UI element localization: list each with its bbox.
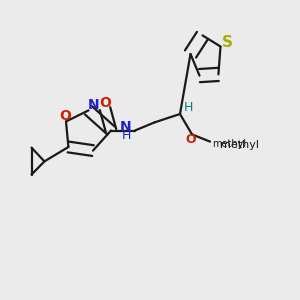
Text: H: H (122, 129, 131, 142)
Text: methyl: methyl (212, 139, 247, 149)
Text: O: O (99, 96, 111, 110)
Text: N: N (88, 98, 100, 112)
Text: methyl: methyl (220, 140, 259, 150)
Text: H: H (184, 101, 193, 114)
Text: O: O (185, 133, 196, 146)
Text: N: N (119, 120, 131, 134)
Text: S: S (222, 35, 232, 50)
Text: O: O (59, 109, 71, 122)
